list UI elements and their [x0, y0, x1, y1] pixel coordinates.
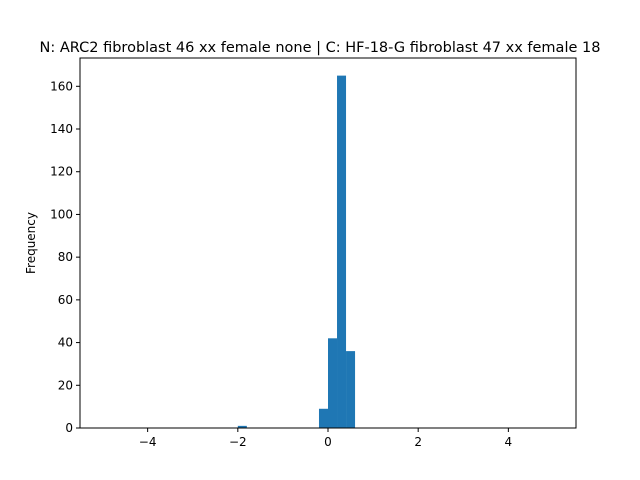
- x-tick-label: −4: [139, 435, 157, 449]
- histogram-bars: [237, 75, 356, 428]
- histogram-bar: [328, 338, 338, 428]
- y-tick-label: 20: [58, 378, 73, 392]
- y-axis-label: Frequency: [24, 212, 38, 274]
- y-tick-label: 60: [58, 293, 73, 307]
- y-tick-label: 0: [65, 421, 73, 435]
- y-axis: 0 20 40 60 80 100 120 140 160: [50, 79, 80, 435]
- x-tick-label: −2: [229, 435, 247, 449]
- y-tick-label: 160: [50, 79, 73, 93]
- x-tick-label: 2: [414, 435, 422, 449]
- x-tick-label: 4: [505, 435, 513, 449]
- y-tick-label: 140: [50, 122, 73, 136]
- x-tick-label: 0: [324, 435, 332, 449]
- histogram-bar: [346, 351, 356, 428]
- y-tick-label: 80: [58, 250, 73, 264]
- histogram-bar: [318, 408, 328, 428]
- x-axis: −4 −2 0 2 4: [139, 428, 512, 449]
- chart-title: N: ARC2 fibroblast 46 xx female none | C…: [40, 40, 601, 56]
- y-tick-label: 40: [58, 336, 73, 350]
- histogram-bar: [337, 75, 347, 428]
- y-tick-label: 120: [50, 165, 73, 179]
- histogram-bar: [237, 425, 247, 428]
- y-tick-label: 100: [50, 207, 73, 221]
